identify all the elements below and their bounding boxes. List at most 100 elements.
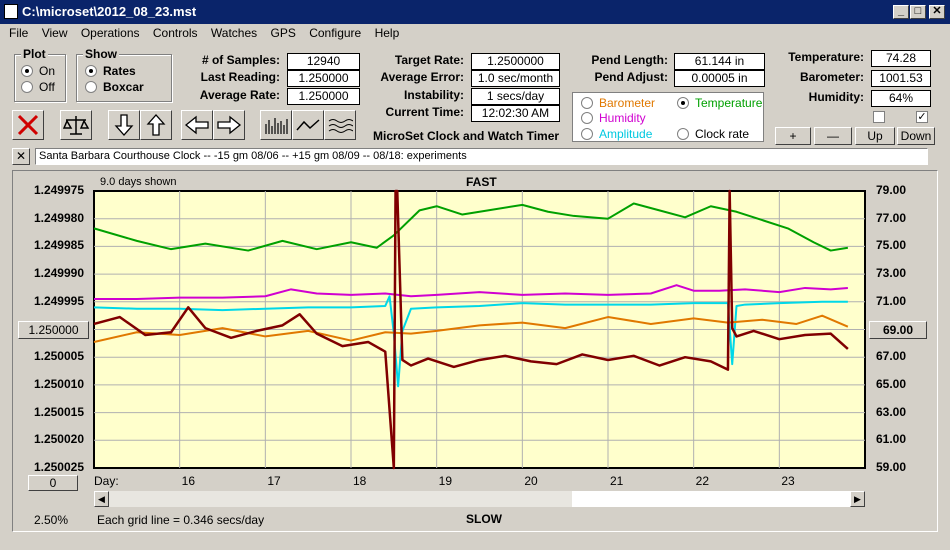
chart-series bbox=[93, 189, 849, 470]
down-button[interactable]: Down bbox=[897, 127, 935, 145]
right-tick-label: 61.00 bbox=[876, 432, 907, 447]
average-rate-label: Average Rate: bbox=[199, 88, 280, 102]
menu-operations[interactable]: Operations bbox=[80, 26, 140, 40]
right-tick-label: 59.00 bbox=[876, 460, 907, 474]
left-tick-label: 1.250020 bbox=[33, 432, 84, 447]
show-rates-radio[interactable]: Rates bbox=[85, 64, 136, 78]
left-value-button[interactable]: 1.250000 bbox=[18, 321, 89, 339]
target-rate-field[interactable]: 1.2500000 bbox=[471, 53, 560, 70]
sensor-amplitude-radio[interactable]: Amplitude bbox=[581, 127, 652, 141]
samples-label: # of Samples: bbox=[201, 53, 280, 67]
horizontal-scrollbar[interactable]: ◀ ▶ bbox=[94, 491, 865, 507]
menu-file[interactable]: File bbox=[9, 26, 29, 40]
humidity-label: Humidity: bbox=[808, 90, 864, 104]
current-time-label: Current Time: bbox=[385, 105, 464, 119]
menu-watches[interactable]: Watches bbox=[210, 26, 258, 40]
sensor-humidity-radio[interactable]: Humidity bbox=[581, 111, 646, 125]
arrow-right-icon[interactable] bbox=[213, 110, 245, 140]
close-window-button[interactable]: ✕ bbox=[929, 5, 945, 19]
percent-label: 2.50% bbox=[34, 513, 69, 527]
temperature-field: 74.28 bbox=[871, 50, 931, 67]
pend-length-field[interactable]: 61.144 in bbox=[674, 53, 765, 70]
scroll-left-icon[interactable]: ◀ bbox=[94, 491, 109, 507]
x-tick-label: 21 bbox=[610, 474, 624, 488]
sensor-humidity-label: Humidity bbox=[599, 111, 646, 125]
sensor-temperature-radio[interactable]: Temperature bbox=[677, 96, 762, 110]
left-tick-label: 1.250025 bbox=[33, 460, 84, 474]
maximize-button[interactable]: □ bbox=[910, 5, 926, 19]
show-rates-label: Rates bbox=[103, 64, 136, 78]
up-button[interactable]: Up bbox=[855, 127, 895, 145]
plot-off-label: Off bbox=[39, 80, 55, 94]
plot-on-radio[interactable]: On bbox=[21, 64, 55, 78]
bars-icon[interactable] bbox=[260, 110, 292, 140]
fast-label: FAST bbox=[466, 175, 497, 189]
sensor-temperature-label: Temperature bbox=[695, 96, 763, 110]
minus-button[interactable]: — bbox=[814, 127, 852, 145]
sensor-clockrate-radio[interactable]: Clock rate bbox=[677, 127, 749, 141]
series-line-4 bbox=[93, 189, 849, 470]
title-bar: C:\microset\2012_08_23.mst _ □ ✕ bbox=[0, 0, 950, 24]
right-tick-label: 65.00 bbox=[876, 376, 907, 391]
plot-group-title: Plot bbox=[21, 47, 48, 61]
minimize-button[interactable]: _ bbox=[893, 5, 909, 19]
clear-note-button[interactable]: ✕ bbox=[12, 148, 30, 165]
arrow-left-icon[interactable] bbox=[181, 110, 213, 140]
menu-view[interactable]: View bbox=[41, 26, 68, 40]
menu-gps[interactable]: GPS bbox=[270, 26, 296, 40]
x-tick-label: 17 bbox=[267, 474, 281, 488]
balance-icon[interactable] bbox=[60, 110, 92, 140]
instability-field: 1 secs/day bbox=[471, 88, 560, 105]
average-error-label: Average Error: bbox=[380, 70, 464, 84]
window-title: C:\microset\2012_08_23.mst bbox=[22, 4, 197, 19]
sensor-barometer-radio[interactable]: Barometer bbox=[581, 96, 655, 110]
line-icon[interactable] bbox=[292, 110, 324, 140]
slow-label: SLOW bbox=[466, 512, 502, 526]
scroll-right-icon[interactable]: ▶ bbox=[850, 491, 865, 507]
x-tick-label: 20 bbox=[524, 474, 538, 488]
menu-configure[interactable]: Configure bbox=[309, 26, 362, 40]
chart-panel bbox=[12, 170, 938, 532]
menu-help[interactable]: Help bbox=[374, 26, 400, 40]
plot-off-radio[interactable]: Off bbox=[21, 80, 55, 94]
x-tick-label: 19 bbox=[438, 474, 453, 488]
left-tick-label: 1.250010 bbox=[33, 376, 84, 391]
close-icon[interactable] bbox=[12, 110, 44, 140]
arrow-down-icon[interactable] bbox=[108, 110, 140, 140]
menu-controls[interactable]: Controls bbox=[152, 26, 198, 40]
arrow-up-icon[interactable] bbox=[140, 110, 172, 140]
left-tick-label: 1.249980 bbox=[33, 210, 84, 225]
left-tick-label: 1.249975 bbox=[33, 183, 84, 197]
average-rate-field: 1.250000 bbox=[287, 88, 360, 105]
plus-button[interactable]: + bbox=[775, 127, 811, 145]
left-tick-label: 1.249995 bbox=[33, 293, 84, 308]
right-value-button[interactable]: 69.00 bbox=[869, 321, 927, 339]
scroll-thumb[interactable] bbox=[572, 491, 850, 507]
left-tick-label: 1.249985 bbox=[33, 238, 84, 253]
x-tick-label: 23 bbox=[781, 474, 795, 488]
sensor-barometer-label: Barometer bbox=[599, 96, 656, 110]
waves-icon[interactable] bbox=[324, 110, 356, 140]
plot-group: Plot On Off bbox=[14, 47, 66, 102]
chart-grid bbox=[94, 191, 865, 468]
checkbox-1[interactable] bbox=[873, 111, 885, 123]
series-line-3 bbox=[93, 314, 849, 343]
menu-bar: File View Operations Controls Watches GP… bbox=[0, 24, 950, 42]
x-tick-label: 18 bbox=[353, 474, 367, 488]
right-tick-label: 79.00 bbox=[876, 183, 907, 197]
show-boxcar-label: Boxcar bbox=[103, 80, 144, 94]
sensor-select-box: Barometer Temperature Humidity Amplitude… bbox=[572, 92, 764, 142]
app-icon bbox=[4, 4, 18, 19]
checkbox-2[interactable]: ✓ bbox=[916, 111, 928, 123]
target-rate-label: Target Rate: bbox=[394, 53, 464, 67]
show-group-title: Show bbox=[83, 47, 119, 61]
show-boxcar-radio[interactable]: Boxcar bbox=[85, 80, 144, 94]
current-time-field: 12:02:30 AM bbox=[471, 105, 560, 122]
barometer-label: Barometer: bbox=[799, 70, 864, 84]
right-tick-label: 75.00 bbox=[876, 238, 907, 253]
bottom-value-button[interactable]: 0 bbox=[28, 475, 78, 491]
note-field[interactable]: Santa Barbara Courthouse Clock -- -15 gm… bbox=[35, 148, 928, 165]
humidity-field: 64% bbox=[871, 90, 931, 107]
plot-on-label: On bbox=[39, 64, 56, 78]
